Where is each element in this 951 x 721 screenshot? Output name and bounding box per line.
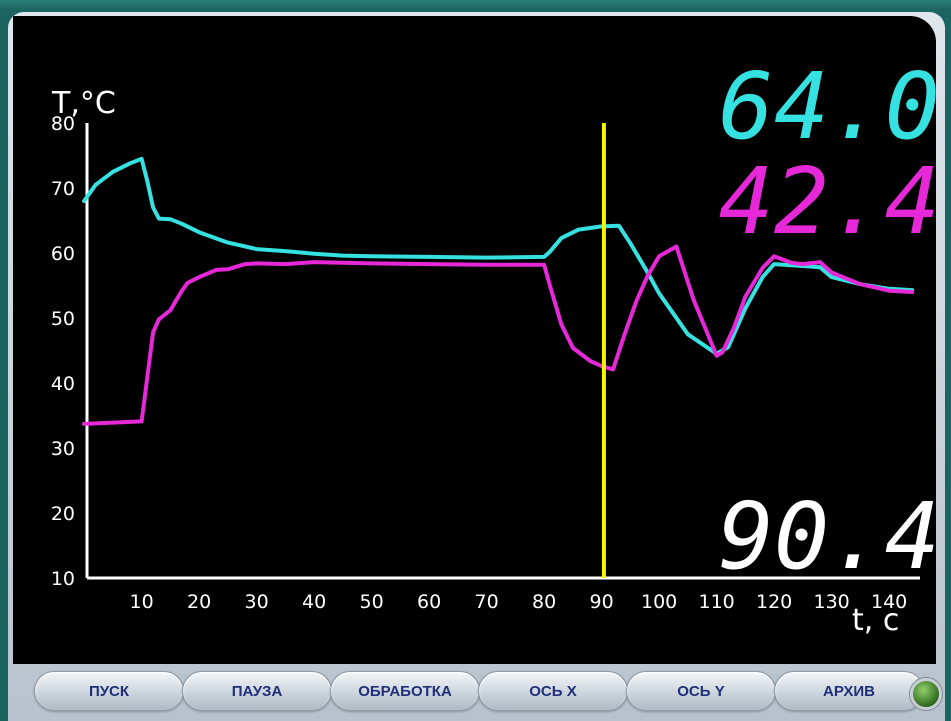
chart-axes: 10 20 30 40 50 60 70 80 10 20 30 40 50 60 70 80 90 100 110… xyxy=(51,113,920,613)
y-tick-label: 60 xyxy=(51,243,75,265)
y-axis-label: T,°C xyxy=(51,86,116,121)
x-tick-label: 70 xyxy=(475,591,499,613)
x-tick-label: 50 xyxy=(360,591,384,613)
y-axis-button[interactable]: ОСЬ Y xyxy=(626,671,776,711)
y-tick-label: 20 xyxy=(51,503,75,525)
y-tick-label: 10 xyxy=(51,568,75,590)
x-tick-label: 140 xyxy=(871,591,907,613)
chart-series xyxy=(82,156,915,426)
y-tick-label: 70 xyxy=(51,178,75,200)
x-tick-label: 80 xyxy=(532,591,556,613)
x-axis-button[interactable]: ОСЬ X xyxy=(478,671,628,711)
x-tick-label: 20 xyxy=(187,591,211,613)
x-tick-label: 30 xyxy=(245,591,269,613)
x-tick-label: 90 xyxy=(590,591,614,613)
series-line-1 xyxy=(82,156,915,356)
x-tick-label: 120 xyxy=(756,591,792,613)
button-bar: ПУСК ПАУЗА ОБРАБОТКА ОСЬ X ОСЬ Y АРХИВ xyxy=(20,668,945,716)
processing-button[interactable]: ОБРАБОТКА xyxy=(330,671,480,711)
y-tick-label: 30 xyxy=(51,438,75,460)
readout-value-1: 64.0 xyxy=(718,53,940,160)
status-led-icon xyxy=(910,678,942,710)
cursor-time-readout: 90.4 xyxy=(718,483,940,590)
series-line-2 xyxy=(82,244,915,426)
x-tick-label: 60 xyxy=(417,591,441,613)
y-tick-label: 50 xyxy=(51,308,75,330)
x-tick-label: 100 xyxy=(641,591,677,613)
y-tick-label: 40 xyxy=(51,373,75,395)
x-tick-label: 40 xyxy=(302,591,326,613)
readout-value-2: 42.4 xyxy=(718,148,940,255)
start-button[interactable]: ПУСК xyxy=(34,671,184,711)
pause-button[interactable]: ПАУЗА xyxy=(182,671,332,711)
plot-screen xyxy=(13,16,936,664)
x-tick-label: 130 xyxy=(813,591,849,613)
archive-button[interactable]: АРХИВ xyxy=(774,671,924,711)
y-tick-label: 80 xyxy=(51,113,75,135)
x-tick-label: 10 xyxy=(130,591,154,613)
x-axis-label: t, c xyxy=(852,603,899,638)
x-tick-label: 110 xyxy=(698,591,734,613)
